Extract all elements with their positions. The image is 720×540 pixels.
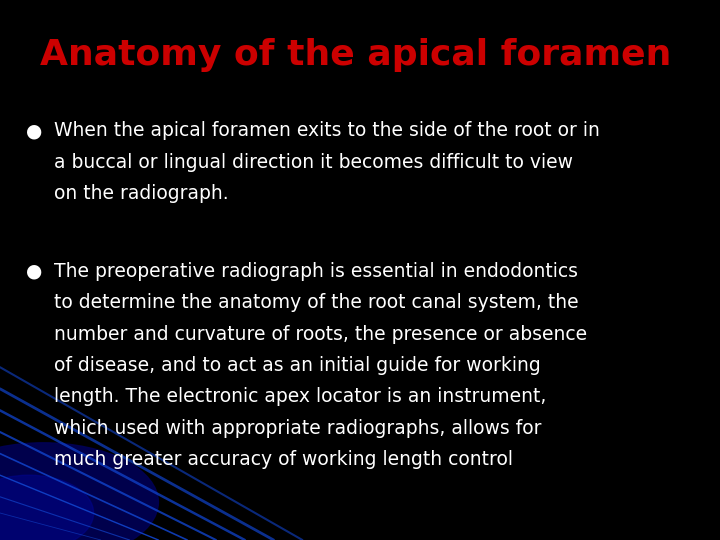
Text: ●: ● bbox=[27, 122, 42, 140]
Text: to determine the anatomy of the root canal system, the: to determine the anatomy of the root can… bbox=[54, 293, 579, 312]
Text: much greater accuracy of working length control: much greater accuracy of working length … bbox=[54, 450, 513, 469]
Text: which used with appropriate radiographs, allows for: which used with appropriate radiographs,… bbox=[54, 418, 541, 437]
Ellipse shape bbox=[0, 443, 158, 540]
Text: number and curvature of roots, the presence or absence: number and curvature of roots, the prese… bbox=[54, 325, 587, 343]
Text: When the apical foramen exits to the side of the root or in: When the apical foramen exits to the sid… bbox=[54, 122, 600, 140]
Text: Anatomy of the apical foramen: Anatomy of the apical foramen bbox=[40, 38, 671, 72]
Text: a buccal or lingual direction it becomes difficult to view: a buccal or lingual direction it becomes… bbox=[54, 153, 573, 172]
Text: ●: ● bbox=[27, 262, 42, 281]
Text: length. The electronic apex locator is an instrument,: length. The electronic apex locator is a… bbox=[54, 387, 546, 406]
Text: The preoperative radiograph is essential in endodontics: The preoperative radiograph is essential… bbox=[54, 262, 578, 281]
Ellipse shape bbox=[0, 475, 94, 540]
Text: on the radiograph.: on the radiograph. bbox=[54, 184, 229, 203]
Text: of disease, and to act as an initial guide for working: of disease, and to act as an initial gui… bbox=[54, 356, 541, 375]
